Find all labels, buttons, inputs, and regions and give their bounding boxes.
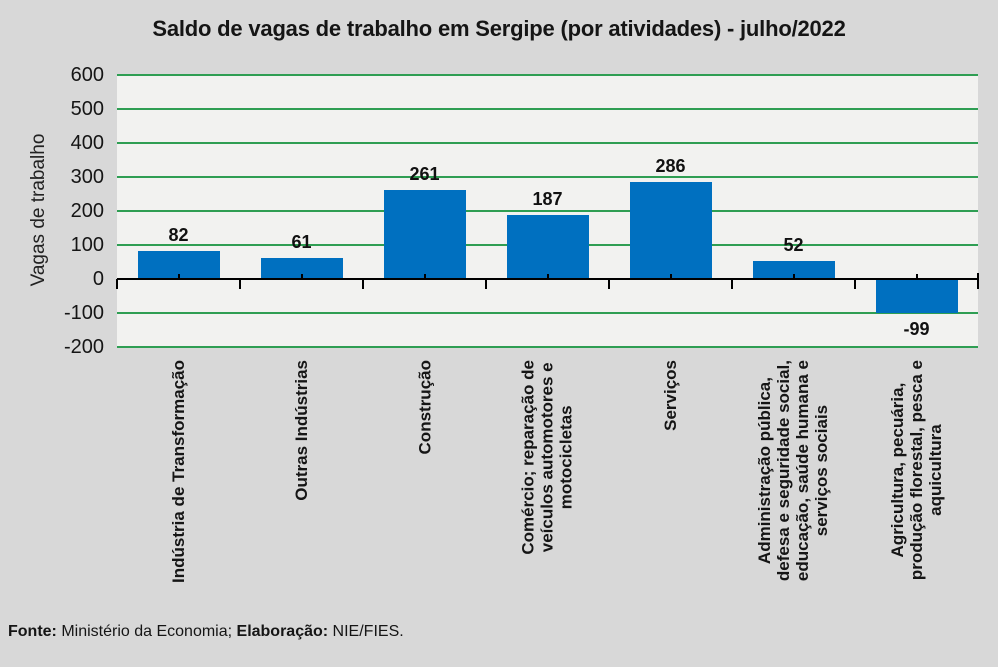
x-axis-label-line: Agricultura, pecuária, <box>888 382 907 558</box>
y-axis-title: Vagas de trabalho <box>28 133 49 287</box>
axis-tick <box>239 279 241 289</box>
gridline <box>117 346 978 348</box>
source-label: Fonte: <box>8 623 57 640</box>
x-axis-label-line: motocicletas <box>557 405 576 510</box>
x-axis-label-line: defesa e seguridade social, <box>774 360 794 582</box>
x-axis-label-line: Comércio; reparação de <box>519 360 538 555</box>
x-axis-label: Indústria de Transformação <box>169 360 188 583</box>
x-axis-label-line: Construção <box>415 360 434 455</box>
gridline <box>117 312 978 314</box>
bar-value-label: 261 <box>409 164 440 185</box>
gridline <box>117 176 978 178</box>
source-note: Fonte: Ministério da Economia; Elaboraçã… <box>8 621 404 643</box>
x-axis-label-line: produção florestal, pesca e <box>907 360 926 581</box>
bar-value-label: 286 <box>655 155 686 176</box>
gridline <box>117 74 978 76</box>
axis-minor-tick <box>916 274 918 279</box>
bar-value-label: 61 <box>291 232 312 253</box>
bar <box>752 261 835 279</box>
axis-minor-tick <box>670 274 672 279</box>
x-axis-label-line: Outras Indústrias <box>292 360 311 501</box>
axis-tick <box>362 279 364 289</box>
bar <box>875 279 958 313</box>
axis-tick <box>854 279 856 289</box>
axis-minor-tick <box>301 274 303 279</box>
gridline <box>117 142 978 144</box>
bar-value-label: 187 <box>532 189 563 210</box>
bar <box>629 181 712 279</box>
axis-tick <box>731 279 733 289</box>
axis-tick <box>977 273 979 289</box>
x-axis-line <box>117 278 978 280</box>
axis-tick <box>116 279 118 289</box>
x-axis-label-line: Administração pública, <box>755 377 775 565</box>
x-axis-label-line: educação, saúde humana e <box>793 360 813 582</box>
axis-minor-tick <box>793 274 795 279</box>
x-axis-labels: Indústria de Transformação Outras Indústr… <box>117 360 978 620</box>
x-axis-label: Serviços <box>661 360 680 431</box>
bar-value-label: 52 <box>783 235 804 256</box>
axis-minor-tick <box>547 274 549 279</box>
x-axis-label: Comércio; reparação de veículos automotor… <box>519 360 576 555</box>
gridline <box>117 210 978 212</box>
elaboration-label: Elaboração: <box>236 623 329 640</box>
bar-value-label: 82 <box>168 225 189 246</box>
x-axis-label: Administração pública, defesa e seguridad… <box>756 360 832 581</box>
bar <box>260 258 343 279</box>
source-text: Ministério da Economia; <box>56 623 237 640</box>
bar-value-label: -99 <box>903 318 930 339</box>
axis-tick <box>608 279 610 289</box>
x-axis-label: Outras Indústrias <box>292 360 311 501</box>
axis-minor-tick <box>178 274 180 279</box>
axis-minor-tick <box>424 274 426 279</box>
x-axis-label-line: Serviços <box>661 360 680 431</box>
plot-area: 82 61 261 187 286 52 -99 <box>116 74 979 348</box>
x-axis-label-line: serviços sociais <box>812 404 832 537</box>
gridline <box>117 108 978 110</box>
bar <box>383 190 466 279</box>
x-axis-label: Agricultura, pecuária, produção florestal… <box>888 360 945 580</box>
x-axis-label: Construção <box>415 360 434 454</box>
elaboration-text: NIE/FIES. <box>328 623 404 640</box>
x-axis-label-line: veículos automotores e <box>538 362 557 553</box>
chart-title: Saldo de vagas de trabalho em Sergipe (p… <box>152 16 846 41</box>
bar <box>506 215 589 279</box>
x-axis-label-line: Indústria de Transformação <box>169 360 188 583</box>
x-axis-label-line: aquicultura <box>926 424 945 516</box>
axis-tick <box>485 279 487 289</box>
